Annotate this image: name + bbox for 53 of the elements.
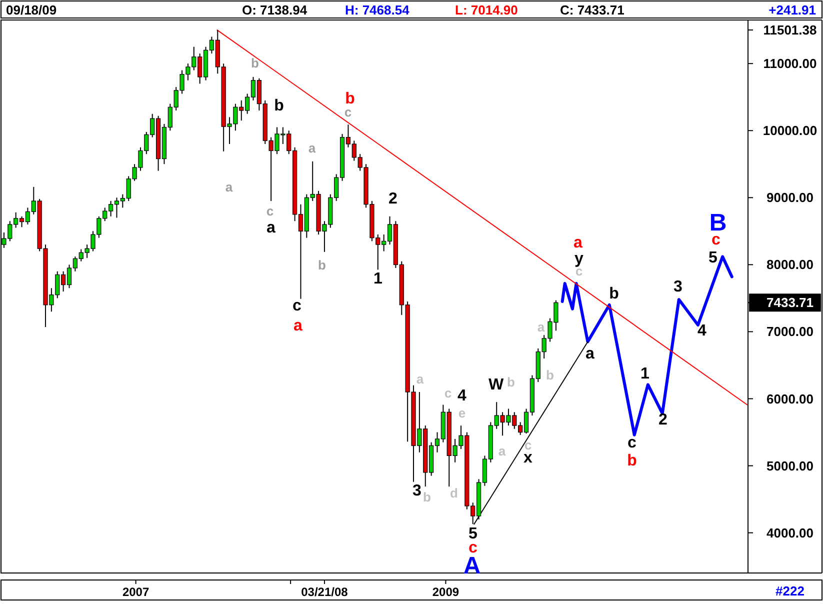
annotation: e: [458, 406, 466, 421]
annotation: b: [423, 490, 432, 505]
x-tick-label: 03/21/08: [301, 585, 348, 600]
annotation: 2: [658, 412, 668, 429]
text: +241.91: [768, 2, 816, 18]
annotation: d: [450, 486, 458, 501]
x-tick-label: 2007: [122, 585, 150, 600]
y-tick-label: 7000.00: [766, 324, 814, 340]
annotation: a: [225, 180, 234, 195]
annotation: 3: [412, 482, 422, 500]
annotation: a: [294, 318, 303, 335]
y-tick-label: 11000.00: [763, 56, 817, 72]
annotation: 1: [640, 366, 650, 383]
annotation: c: [266, 204, 274, 219]
y-tick-label: 10000.00: [762, 123, 818, 138]
annotation: 5: [708, 250, 718, 267]
annotation: a: [266, 220, 276, 237]
annotation: c: [444, 386, 452, 401]
annotation: c: [292, 298, 302, 315]
annotation: b: [507, 374, 516, 390]
annotation: a: [308, 140, 316, 156]
annotation: a: [416, 372, 424, 387]
annotation: a: [537, 320, 546, 335]
annotation: a: [586, 346, 595, 363]
annotation: b: [609, 286, 620, 303]
y-tick-label: 8000.00: [766, 257, 814, 272]
text: 09/18/09: [6, 2, 57, 18]
annotation: 1: [374, 270, 383, 288]
y-tick-label: 11501.38: [763, 22, 817, 38]
text: #222: [776, 584, 804, 599]
annotation: a: [574, 234, 583, 252]
annotation: W: [488, 376, 504, 394]
text: O: 7138.94: [242, 2, 308, 18]
y-tick-label: 4000.00: [766, 525, 814, 540]
annotation: 3: [674, 278, 683, 296]
annotation: b: [546, 368, 554, 383]
annotation: b: [274, 98, 284, 115]
y-tick-label: 9000.00: [766, 190, 814, 206]
text: L: 7014.90: [455, 2, 518, 18]
y-tick-label: 7433.71: [766, 295, 814, 310]
annotation: a: [498, 444, 506, 459]
text: H: 7468.54: [345, 2, 410, 18]
annotation: 2: [388, 190, 398, 208]
annotation: b: [627, 452, 638, 470]
annotation: 4: [458, 388, 467, 405]
text: C: 7433.71: [560, 2, 624, 18]
annotation: c: [628, 434, 637, 452]
annotation: b: [318, 258, 326, 273]
y-tick-label: 5000.00: [766, 458, 814, 474]
annotation: 4: [698, 322, 707, 340]
x-tick-label: 2009: [432, 585, 460, 600]
annotation: b: [251, 56, 260, 71]
y-tick-label: 6000.00: [766, 391, 814, 406]
